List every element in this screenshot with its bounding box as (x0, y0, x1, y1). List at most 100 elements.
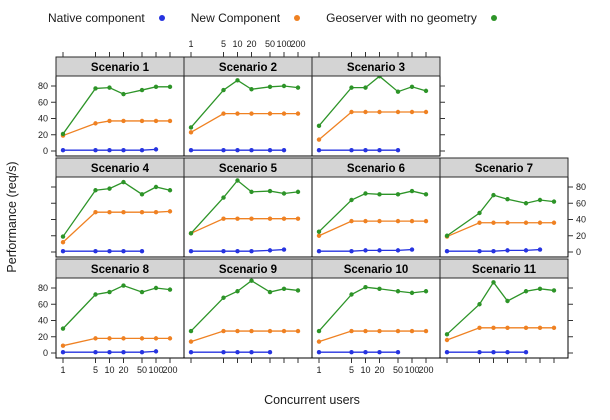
series-line (191, 248, 285, 252)
panel (439, 176, 569, 258)
axis-tick-label: 60 (38, 97, 48, 107)
data-point (139, 209, 145, 215)
axis-tick-label: 100 (276, 39, 291, 49)
axis-tick-label: 1 (188, 39, 193, 49)
data-point (235, 248, 240, 254)
data-point (409, 109, 415, 115)
data-point (363, 284, 368, 290)
panel (311, 277, 441, 359)
data-point (505, 248, 510, 253)
panel-strip (311, 56, 441, 77)
data-point (139, 147, 145, 153)
data-point (221, 87, 226, 93)
data-point (551, 325, 557, 331)
data-point (477, 302, 482, 307)
data-point (395, 192, 401, 197)
data-point (409, 247, 415, 252)
data-point (188, 125, 194, 130)
data-point (267, 349, 273, 355)
data-point (395, 109, 401, 115)
data-point (267, 248, 273, 253)
data-point (167, 84, 173, 90)
data-point (93, 248, 98, 254)
axis-tick-label: 40 (38, 316, 48, 326)
data-point (188, 130, 194, 135)
data-point (60, 131, 66, 137)
data-point (363, 109, 368, 115)
data-point (235, 178, 240, 183)
data-point (249, 328, 254, 334)
data-point (551, 288, 557, 293)
data-point (153, 84, 159, 90)
data-point (60, 343, 66, 348)
data-point (377, 109, 382, 115)
data-point (188, 248, 194, 254)
legend-item-new-component: New Component (190, 11, 301, 25)
data-point (505, 298, 510, 304)
data-point (221, 216, 226, 221)
data-point (139, 248, 145, 254)
data-point (93, 121, 98, 126)
data-point (281, 286, 287, 292)
data-point (107, 289, 112, 295)
data-point (349, 85, 354, 90)
data-point (167, 287, 173, 292)
data-point (523, 248, 529, 253)
panel-strip-title: Scenario 10 (344, 264, 409, 276)
data-point (235, 289, 240, 294)
data-point (139, 349, 145, 355)
data-point (491, 192, 496, 198)
data-point (221, 349, 226, 355)
data-point (444, 337, 450, 343)
data-point (221, 295, 226, 300)
data-point (188, 328, 194, 334)
data-point (221, 248, 226, 254)
data-point (377, 328, 382, 334)
data-point (537, 247, 543, 252)
data-point (167, 336, 173, 341)
axis-tick-label: 5 (349, 365, 354, 375)
data-point (153, 184, 159, 190)
data-point (395, 89, 401, 94)
data-point (363, 349, 368, 355)
data-point (349, 349, 354, 355)
data-point (363, 191, 368, 196)
data-point (281, 147, 287, 153)
legend-label-native: Native component (48, 11, 145, 25)
axis-tick-label: 60 (38, 299, 48, 309)
data-point (121, 179, 126, 185)
data-point (249, 111, 254, 116)
data-point (491, 280, 496, 285)
data-point (477, 325, 482, 331)
axis-tick-label: 80 (576, 182, 586, 192)
axis-tick-label: 20 (374, 365, 384, 375)
data-point (395, 218, 401, 224)
data-point (395, 289, 401, 294)
data-point (107, 186, 112, 191)
panel-strip (439, 258, 569, 279)
axis-tick-label: 1 (60, 365, 65, 375)
axis-tick-label: 80 (38, 283, 48, 293)
data-point (221, 195, 226, 200)
data-point (281, 83, 287, 89)
data-point (121, 336, 126, 341)
data-point (221, 328, 226, 334)
data-point (60, 349, 66, 355)
data-point (93, 147, 98, 153)
data-point (93, 292, 98, 297)
data-point (139, 118, 145, 124)
data-point (523, 220, 529, 225)
data-point (107, 336, 112, 341)
data-point (188, 339, 194, 344)
data-point (121, 209, 126, 215)
axis-tick-label: 20 (118, 365, 128, 375)
data-point (93, 86, 98, 91)
axis-tick-label: 0 (576, 247, 581, 257)
legend-item-geoserver: Geoserver with no geometry (326, 11, 497, 25)
legend-label-new-component: New Component (190, 11, 281, 25)
data-point (107, 147, 112, 153)
data-point (363, 147, 368, 153)
data-point (295, 328, 301, 334)
series-line (63, 350, 157, 353)
data-point (249, 278, 254, 283)
